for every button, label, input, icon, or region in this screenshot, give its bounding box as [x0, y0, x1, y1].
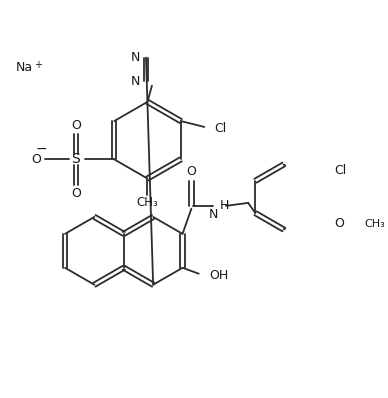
Text: CH₃: CH₃: [365, 219, 386, 228]
Text: +: +: [34, 60, 42, 70]
Text: −: −: [35, 142, 47, 156]
Text: O: O: [334, 217, 344, 230]
Text: O: O: [31, 153, 41, 166]
Text: CH₃: CH₃: [137, 196, 158, 209]
Text: N: N: [131, 51, 140, 64]
Text: Cl: Cl: [215, 122, 227, 135]
Text: O: O: [71, 187, 81, 200]
Text: O: O: [71, 119, 81, 132]
Text: OH: OH: [209, 269, 228, 282]
Text: N: N: [209, 208, 218, 221]
Text: Cl: Cl: [334, 164, 346, 177]
Text: H: H: [220, 199, 230, 213]
Text: O: O: [187, 166, 196, 178]
Text: S: S: [71, 152, 80, 166]
Text: N: N: [131, 75, 140, 88]
Text: Na: Na: [16, 61, 33, 74]
